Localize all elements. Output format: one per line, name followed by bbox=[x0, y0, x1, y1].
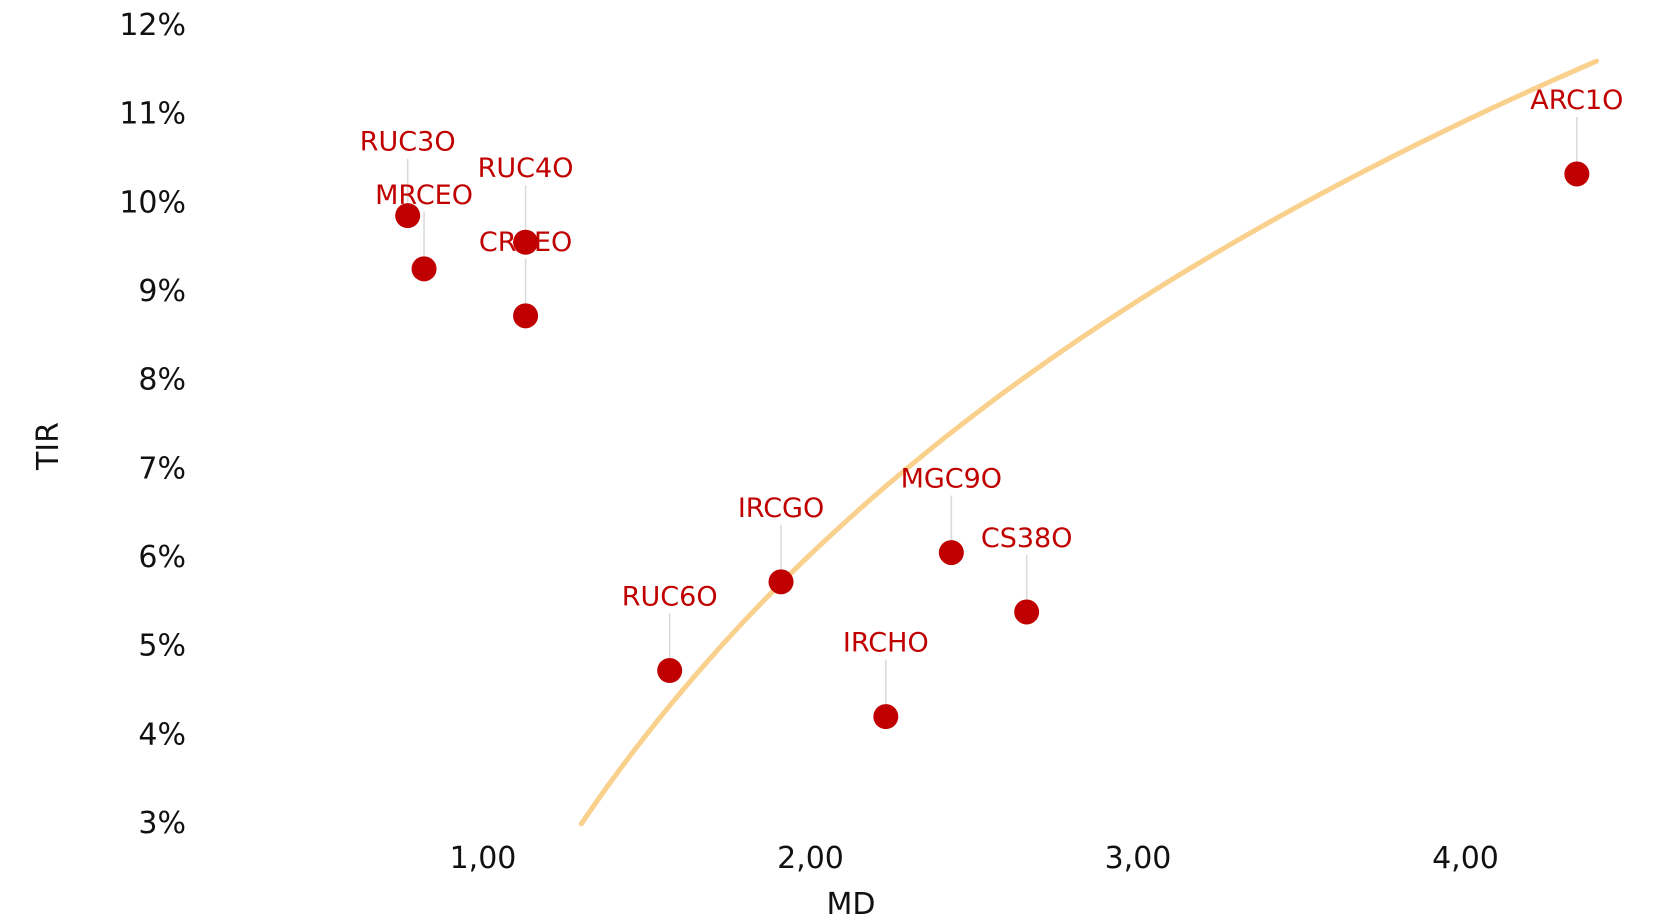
trend-line bbox=[578, 58, 1599, 827]
data-point-group: MRCEO bbox=[375, 180, 473, 282]
y-tick-label: 7% bbox=[138, 451, 186, 486]
y-tick-label: 8% bbox=[138, 363, 186, 398]
data-point-label: RUC4O bbox=[478, 153, 574, 184]
y-tick-label: 9% bbox=[138, 274, 186, 309]
data-point-group: RUC6O bbox=[622, 581, 718, 683]
y-axis-ticks: 3% 4% 5% 6% 7% 8% 9% 10% 11% 12% bbox=[119, 8, 186, 841]
data-point bbox=[513, 229, 539, 255]
data-point bbox=[657, 657, 683, 683]
y-tick-label: 10% bbox=[119, 185, 186, 220]
data-point-label: RUC3O bbox=[360, 127, 456, 158]
y-tick-label: 4% bbox=[138, 717, 186, 752]
data-point-label: IRCGO bbox=[738, 493, 824, 524]
data-point-label: RUC6O bbox=[622, 581, 718, 612]
y-axis-title: TIR bbox=[31, 422, 66, 471]
data-point-label: MRCEO bbox=[375, 180, 473, 211]
data-point-group: CS38O bbox=[981, 523, 1073, 625]
data-point-group: IRCGO bbox=[738, 493, 824, 595]
x-tick-label: 3,00 bbox=[1105, 841, 1172, 876]
y-tick-label: 6% bbox=[138, 540, 186, 575]
data-point bbox=[1014, 599, 1040, 625]
y-tick-label: 3% bbox=[138, 806, 186, 841]
data-point-label: CS38O bbox=[981, 523, 1073, 554]
data-point-group: CRCEO bbox=[479, 227, 572, 329]
data-point-group: IRCHO bbox=[843, 628, 929, 730]
data-point bbox=[873, 704, 899, 730]
x-axis-title: MD bbox=[827, 887, 876, 921]
y-tick-label: 5% bbox=[138, 629, 186, 664]
data-point bbox=[938, 540, 964, 566]
x-tick-label: 4,00 bbox=[1432, 841, 1499, 876]
data-point bbox=[513, 303, 539, 329]
data-point-label: CRCEO bbox=[479, 227, 572, 258]
data-point bbox=[768, 569, 794, 595]
data-point-label: ARC1O bbox=[1530, 85, 1623, 116]
x-axis-ticks: 1,00 2,00 3,00 4,00 bbox=[450, 841, 1499, 876]
x-tick-label: 1,00 bbox=[450, 841, 517, 876]
data-point-label: MGC9O bbox=[901, 464, 1003, 495]
data-point-group: RUC4O bbox=[478, 153, 574, 255]
data-point-group: MGC9O bbox=[901, 464, 1003, 566]
data-point-group: RUC3O bbox=[360, 127, 456, 229]
data-point-group: ARC1O bbox=[1530, 85, 1623, 187]
data-point-label: IRCHO bbox=[843, 628, 929, 659]
x-tick-label: 2,00 bbox=[777, 841, 844, 876]
data-point bbox=[395, 203, 421, 229]
data-point bbox=[1564, 161, 1590, 187]
y-tick-label: 12% bbox=[119, 8, 186, 43]
y-tick-label: 11% bbox=[119, 97, 186, 132]
data-point bbox=[411, 256, 437, 282]
